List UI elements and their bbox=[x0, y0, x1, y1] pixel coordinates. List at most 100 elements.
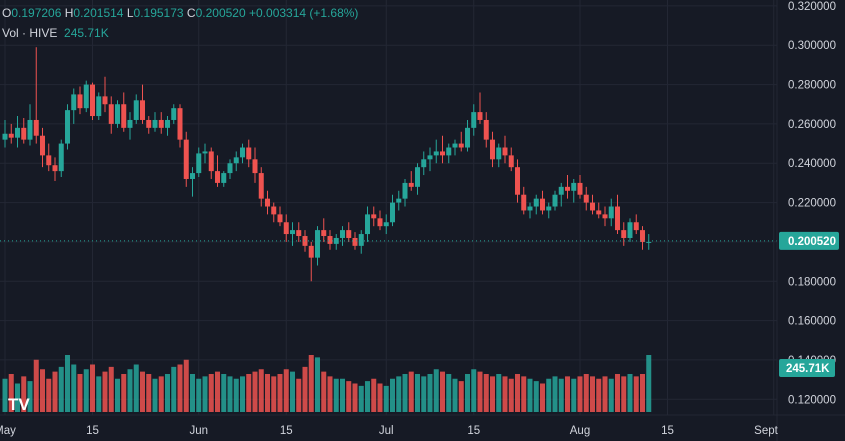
volume-label: Vol · HIVE bbox=[2, 26, 58, 40]
volume-value: 245.71K bbox=[64, 26, 109, 40]
candle-body bbox=[533, 198, 539, 207]
candle-body bbox=[633, 222, 639, 231]
candle-body bbox=[396, 198, 402, 203]
volume-bar bbox=[52, 371, 58, 412]
price-tick-label: 0.120000 bbox=[788, 394, 836, 406]
volume-bar bbox=[96, 376, 102, 412]
volume-bar bbox=[546, 378, 552, 412]
volume-bar bbox=[65, 355, 70, 412]
volume-bar bbox=[290, 371, 295, 412]
volume-bar bbox=[527, 378, 533, 412]
candle-body bbox=[183, 139, 189, 179]
price-tick-label: 0.180000 bbox=[788, 276, 836, 288]
volume-bar bbox=[108, 366, 114, 412]
candle-body bbox=[102, 96, 108, 105]
candle-body bbox=[540, 198, 545, 211]
volume-bar bbox=[446, 374, 452, 412]
candle-body bbox=[427, 155, 433, 160]
candle-body bbox=[377, 218, 383, 227]
candle-body bbox=[33, 119, 39, 136]
candle-body bbox=[496, 147, 502, 160]
candle-body bbox=[165, 119, 170, 128]
volume-bar bbox=[246, 374, 252, 412]
open-value: 0.197206 bbox=[11, 6, 62, 20]
high-value: 0.201514 bbox=[73, 6, 124, 20]
candle-body bbox=[490, 139, 495, 160]
volume-bar bbox=[358, 385, 364, 412]
volume-bar bbox=[383, 385, 389, 412]
volume-bar bbox=[77, 374, 83, 412]
candle-body bbox=[521, 194, 527, 211]
volume-bar bbox=[165, 374, 170, 412]
candle-body bbox=[558, 186, 564, 195]
candle-body bbox=[96, 96, 102, 117]
volume-bar bbox=[177, 364, 183, 412]
candle-body bbox=[215, 171, 220, 183]
volume-bar bbox=[252, 371, 258, 412]
volume-bar bbox=[27, 381, 33, 412]
volume-bar bbox=[627, 374, 633, 412]
candle-body bbox=[127, 119, 133, 128]
candle-body bbox=[371, 214, 377, 219]
volume-bar bbox=[490, 376, 495, 412]
volume-bar bbox=[352, 383, 358, 412]
volume-bar bbox=[340, 378, 345, 412]
candle-body bbox=[471, 112, 477, 128]
volume-bar bbox=[496, 374, 502, 412]
candle-body bbox=[21, 127, 27, 140]
high-label: H bbox=[64, 6, 74, 20]
candle-body bbox=[402, 182, 408, 199]
candle-body bbox=[546, 206, 552, 211]
volume-bar bbox=[265, 374, 270, 412]
volume-bar bbox=[583, 374, 589, 412]
candle-body bbox=[71, 94, 77, 111]
volume-bar bbox=[415, 374, 420, 412]
candle-body bbox=[2, 133, 8, 140]
volume-bar bbox=[333, 378, 339, 412]
volume-bar bbox=[121, 374, 127, 412]
candle-body bbox=[77, 94, 83, 109]
volume-bar bbox=[327, 376, 333, 412]
volume-bar bbox=[83, 369, 89, 412]
candle-body bbox=[465, 127, 470, 148]
volume-bar bbox=[221, 374, 227, 412]
candle-body bbox=[383, 222, 389, 227]
candle-body bbox=[296, 230, 302, 237]
current-price-label: 0.200520 bbox=[788, 236, 836, 248]
ohlc-row: O0.197206 H0.201514 L0.195173 C0.200520 … bbox=[2, 4, 358, 22]
candle-body bbox=[52, 165, 58, 172]
candle-body bbox=[271, 206, 277, 215]
volume-bar bbox=[258, 369, 264, 412]
volume-bar bbox=[208, 374, 214, 412]
time-tick-label: Jun bbox=[189, 425, 208, 437]
candle-body bbox=[121, 104, 127, 128]
candle-body bbox=[433, 151, 439, 156]
candle-body bbox=[265, 198, 270, 207]
volume-bar bbox=[408, 371, 414, 412]
volume-bar bbox=[321, 371, 327, 412]
volume-bar bbox=[465, 374, 470, 412]
open-label: O bbox=[2, 6, 12, 20]
volume-bar bbox=[58, 366, 64, 412]
volume-bar bbox=[515, 374, 520, 412]
volume-bar bbox=[127, 369, 133, 412]
volume-bar bbox=[502, 376, 508, 412]
candle-body bbox=[227, 163, 233, 174]
candle-body bbox=[171, 108, 177, 120]
candle-body bbox=[58, 143, 64, 172]
time-tick-label: 15 bbox=[86, 425, 99, 437]
candle-body bbox=[190, 173, 195, 179]
volume-bar bbox=[90, 364, 95, 412]
volume-bar bbox=[571, 378, 577, 412]
volume-bar bbox=[427, 374, 433, 412]
time-tick-label: Jul bbox=[379, 425, 394, 437]
candle-body bbox=[477, 112, 483, 120]
volume-bar bbox=[521, 376, 527, 412]
candle-body bbox=[390, 202, 395, 223]
volume-bar bbox=[421, 376, 427, 412]
candle-body bbox=[152, 119, 158, 128]
volume-bar bbox=[315, 357, 320, 412]
candle-body bbox=[133, 100, 139, 120]
candle-body bbox=[277, 214, 283, 223]
